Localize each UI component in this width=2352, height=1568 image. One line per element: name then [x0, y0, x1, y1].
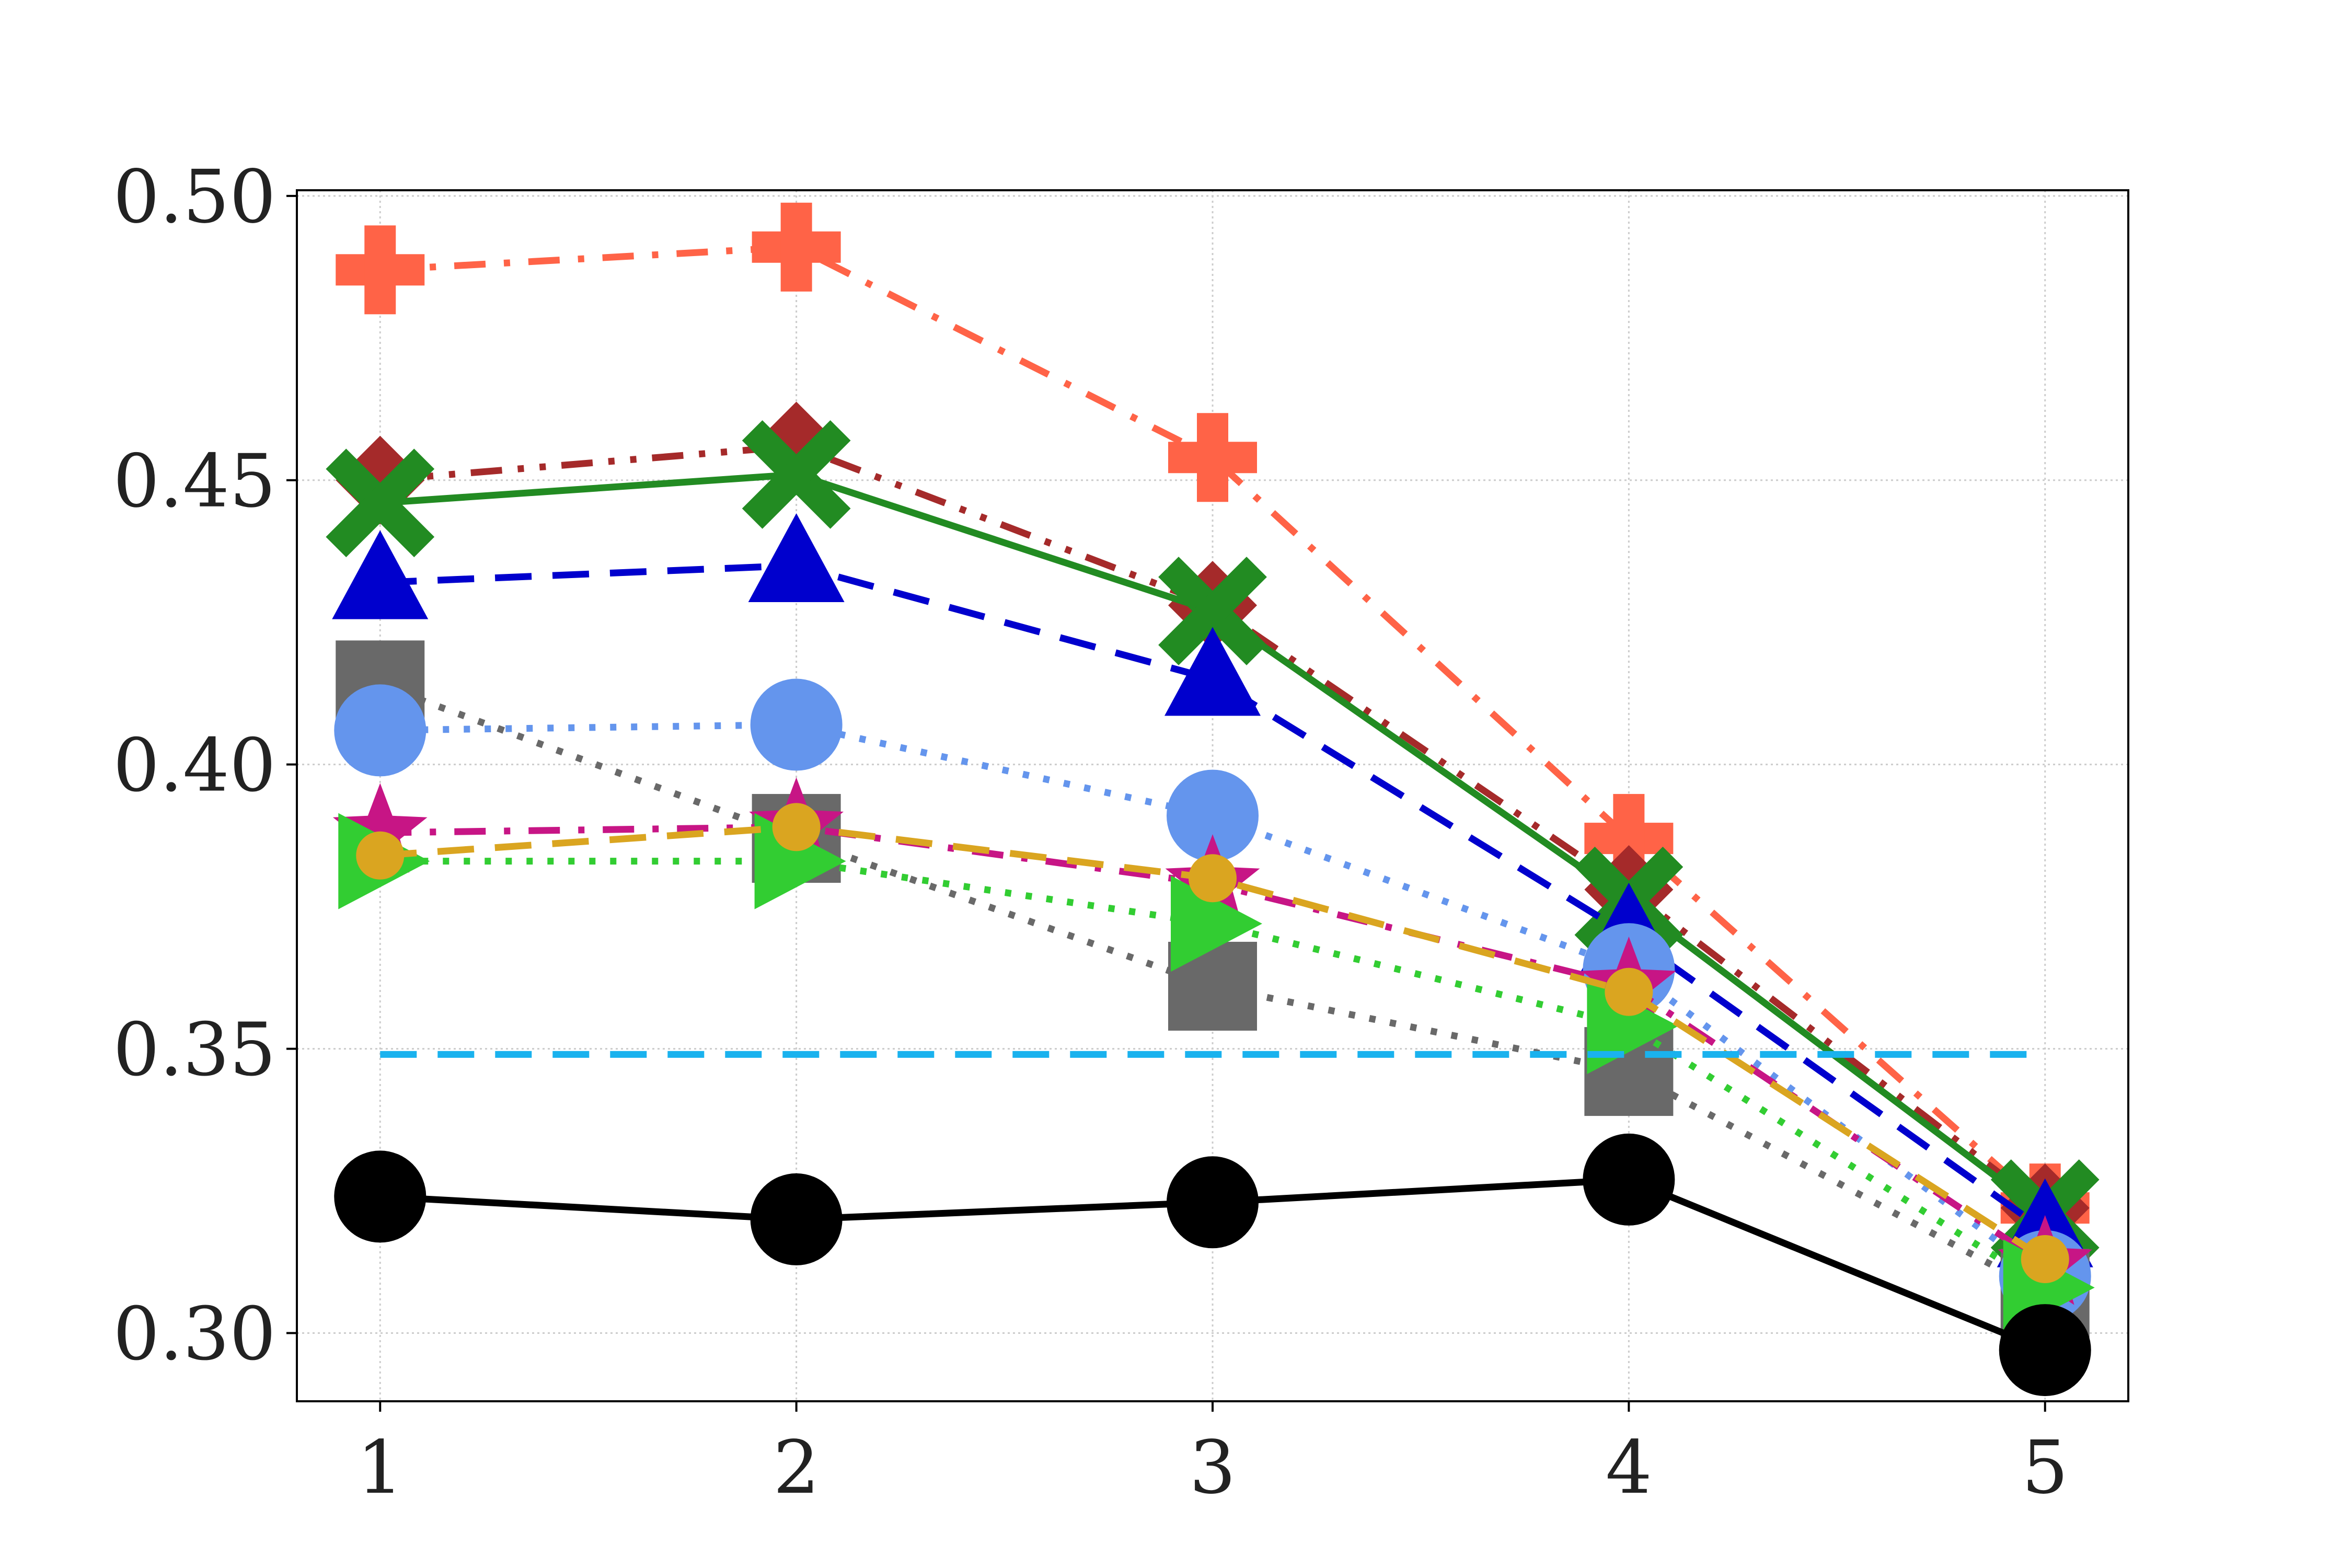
series-4-marker: [332, 530, 429, 619]
series-1-marker: [1197, 413, 1228, 502]
series-5-line: [379, 682, 2047, 1297]
series-3-marker: [742, 420, 851, 529]
axes: 1 2 3 4 5 0.30 0.35 0.40 0.45 0.50: [113, 155, 2068, 1511]
series-1-marker: [364, 225, 396, 315]
series-9-marker: [356, 831, 405, 880]
x-tick-label: 2: [773, 1425, 820, 1511]
series-layer: [326, 202, 2100, 1397]
series-11-marker: [1999, 1304, 2091, 1397]
series-3-marker: [326, 448, 435, 558]
series-4-marker: [748, 513, 845, 602]
series-9-marker: [772, 803, 821, 851]
y-tick-label: 0.35: [113, 1008, 276, 1093]
series-9: [356, 803, 2069, 1284]
x-tick-label: 5: [2022, 1425, 2068, 1511]
x-tick-label: 1: [357, 1425, 403, 1511]
y-tick-label: 0.45: [113, 439, 276, 524]
series-1-line: [379, 244, 2048, 1211]
series-11-marker: [1583, 1133, 1675, 1226]
series-6-marker: [1167, 769, 1259, 862]
x-tick-label: 3: [1189, 1425, 1236, 1511]
y-tick-label: 0.50: [113, 155, 276, 240]
series-6-marker: [334, 684, 426, 777]
series-6-marker: [750, 678, 843, 771]
y-tick-label: 0.40: [113, 723, 276, 809]
y-tick-label: 0.30: [113, 1292, 276, 1377]
series-11-marker: [334, 1150, 426, 1243]
series-2-line: [379, 443, 2047, 1211]
series-11-marker: [750, 1173, 843, 1265]
series-3-marker: [1158, 557, 1267, 665]
series-8-marker: [1171, 875, 1262, 972]
series-4-marker: [1165, 627, 1261, 716]
series-11: [334, 1133, 2091, 1397]
series-9-marker: [1189, 854, 1237, 903]
series-1-marker: [780, 202, 812, 292]
series-9-marker: [2021, 1235, 2069, 1284]
series-4-line: [380, 562, 2047, 1233]
series-9-marker: [1605, 967, 1653, 1016]
series-7-marker: [332, 783, 428, 873]
x-tick-label: 4: [1606, 1425, 1652, 1511]
series-11-marker: [1167, 1156, 1259, 1249]
